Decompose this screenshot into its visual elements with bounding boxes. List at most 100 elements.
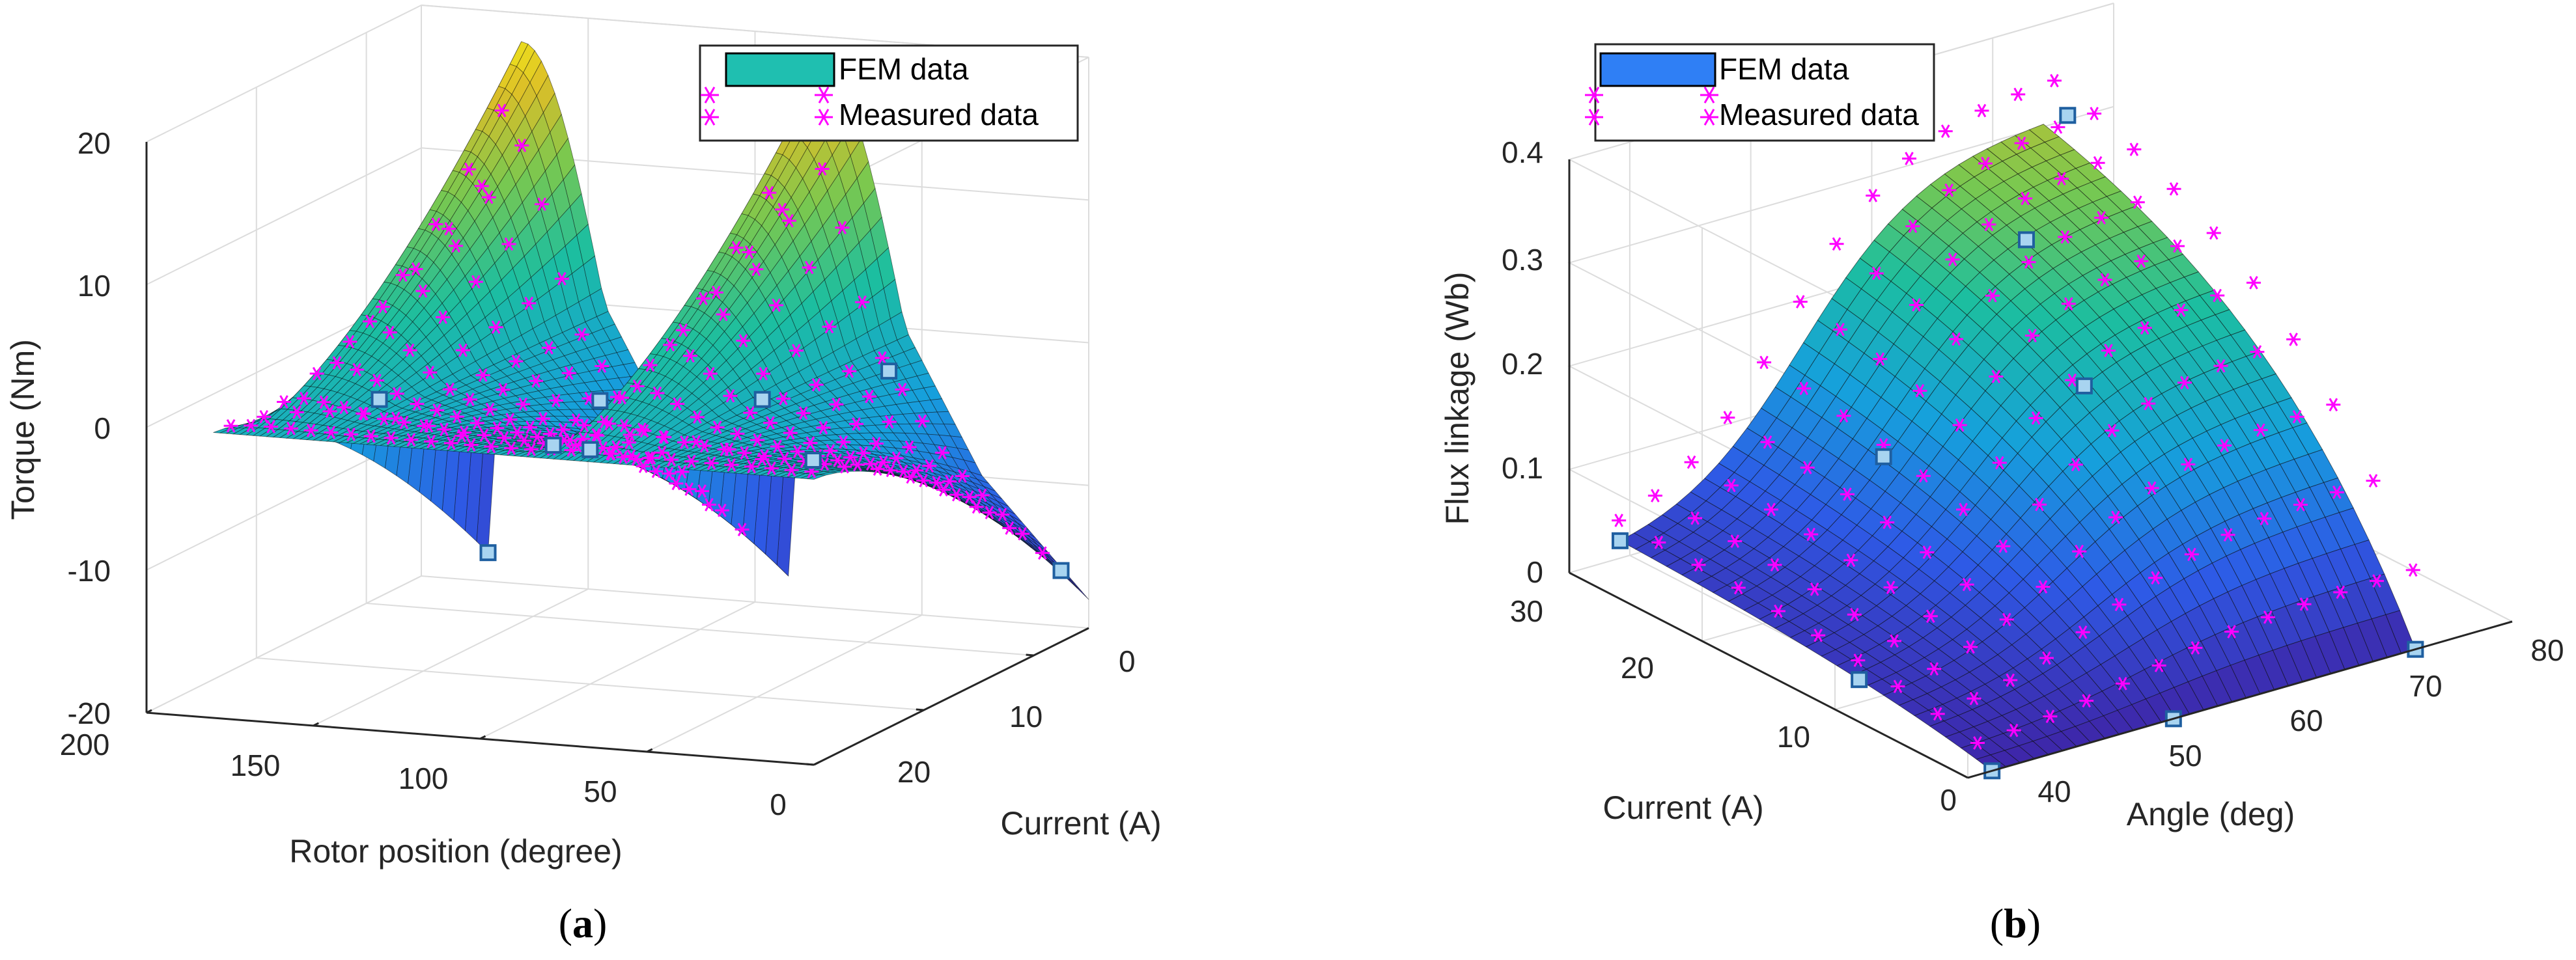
asterisk-stroke [884, 415, 894, 429]
measured-point [322, 404, 337, 418]
measured-point [1797, 381, 1812, 396]
asterisk-stroke [292, 405, 301, 419]
asterisk-stroke [677, 465, 687, 479]
measured-point [464, 438, 479, 452]
measured-point [1890, 679, 1905, 693]
measured-point [628, 452, 643, 466]
asterisk-stroke [684, 482, 694, 496]
x-tick-label: 40 [2037, 775, 2071, 808]
asterisk-stroke [817, 162, 827, 176]
measured-point [2006, 723, 2021, 737]
measured-point [621, 435, 636, 450]
asterisk-stroke [484, 190, 494, 204]
measured-point [2181, 458, 2196, 471]
asterisk-stroke [2252, 345, 2262, 359]
asterisk-stroke [733, 427, 742, 441]
measured-point [2003, 673, 2018, 687]
z-axis-title-b: Flux linkage (Wb) [1439, 272, 1476, 525]
asterisk-stroke [431, 217, 441, 231]
measured-point [743, 405, 758, 420]
measured-point [695, 292, 710, 305]
measured-point [2166, 182, 2181, 196]
asterisk-stroke [785, 213, 794, 228]
measured-point [395, 268, 410, 282]
asterisk-stroke [2329, 398, 2338, 412]
x-tick-label: 200 [60, 728, 110, 761]
asterisk-stroke [445, 382, 455, 396]
measured-point [574, 327, 589, 342]
measured-point [2366, 474, 2381, 487]
measured-point [822, 320, 837, 334]
asterisk-stroke [846, 450, 855, 464]
measured-point [2127, 143, 2142, 156]
legend-b: FEM data Measured data [1585, 43, 1935, 142]
asterisk-stroke [779, 452, 789, 465]
asterisk-stroke [2031, 411, 2041, 425]
asterisk-stroke [378, 300, 387, 314]
measured-point [1757, 355, 1772, 370]
x-ticks-b: 40 50 60 70 80 [2037, 633, 2564, 808]
asterisk-stroke [398, 268, 408, 282]
asterisk-stroke [617, 391, 626, 405]
measured-point [475, 368, 490, 382]
measured-point [1912, 384, 1927, 398]
asterisk-stroke [577, 327, 587, 342]
asterisk-stroke [491, 320, 501, 335]
measured-point [461, 162, 476, 176]
asterisk-stroke [680, 435, 689, 449]
asterisk-stroke [591, 428, 601, 442]
measured-point [1015, 527, 1030, 541]
asterisk-stroke [498, 383, 508, 397]
asterisk-stroke [458, 343, 468, 357]
asterisk-stroke [391, 411, 400, 426]
measured-point [430, 404, 445, 417]
measured-point [324, 426, 339, 439]
measured-point [1851, 653, 1866, 667]
asterisk-stroke [699, 292, 708, 305]
measured-point [784, 463, 799, 477]
asterisk-stroke [2191, 641, 2200, 655]
measured-point [2148, 571, 2163, 585]
asterisk-stroke [777, 202, 787, 217]
asterisk-stroke [1929, 662, 1939, 676]
measured-point [656, 430, 671, 444]
asterisk-stroke [507, 441, 516, 455]
measured-point [2087, 107, 2102, 120]
asterisk-stroke [1767, 502, 1776, 517]
measured-point [516, 397, 531, 411]
measured-point [790, 445, 805, 459]
asterisk-stroke [658, 430, 668, 444]
measured-point [2253, 423, 2268, 437]
measured-point [2032, 497, 2047, 512]
measured-point [501, 237, 516, 251]
measured-point [823, 444, 838, 458]
x-axis-line-b [1967, 620, 2513, 779]
measured-point [843, 450, 858, 464]
measured-point [554, 271, 569, 286]
asterisk-stroke [2090, 107, 2099, 120]
asterisk-stroke [2024, 255, 2034, 269]
measured-point [922, 459, 937, 473]
measured-point [2370, 574, 2384, 588]
measured-point [975, 488, 990, 502]
measured-point [882, 415, 897, 429]
measured-point [2257, 512, 2272, 526]
asterisk-stroke [447, 436, 456, 450]
measured-point [510, 426, 525, 439]
measured-point [803, 436, 818, 450]
measured-point [497, 431, 512, 445]
asterisk-stroke [544, 341, 553, 355]
measured-point [1811, 628, 1826, 642]
asterisk-stroke [385, 325, 395, 340]
measured-point [522, 296, 537, 310]
measured-point [1938, 124, 1953, 138]
measured-point [369, 374, 384, 387]
y-axis-line-b [1569, 571, 1968, 779]
asterisk-stroke [958, 469, 967, 483]
measured-point [514, 139, 529, 152]
asterisk-stroke [478, 368, 488, 382]
measured-point [1873, 352, 1888, 366]
measured-point [488, 320, 503, 335]
asterisk-stroke [2223, 528, 2233, 542]
asterisk-stroke [597, 359, 607, 373]
